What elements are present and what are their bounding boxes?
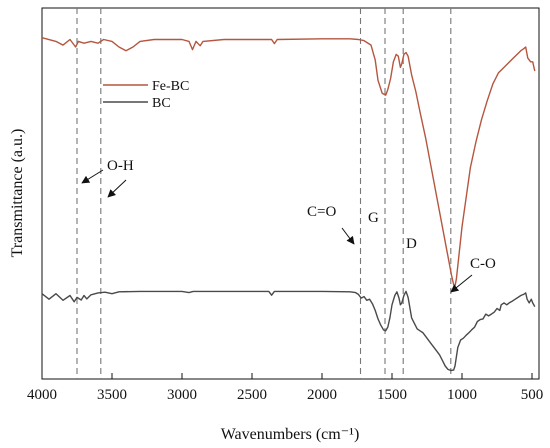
annotations: O-H C=O G D C-O [81,158,496,293]
x-axis-ticks: 4000 3500 3000 2500 2000 1500 1000 500 [27,373,543,403]
annotation-d-band: D [406,236,417,252]
legend: Fe-BC BC [103,79,189,111]
annotation-c-o: C-O [470,256,496,272]
annotation-oh-arrow-left [81,169,104,184]
series-layer [41,37,536,372]
series-line-fe-bc [41,37,536,287]
x-tick-label-2500: 2500 [237,387,267,403]
x-tick-label-4000: 4000 [27,387,57,403]
annotation-g-band: G [368,210,379,226]
x-tick-label-500: 500 [521,387,544,403]
reference-lines [76,8,452,379]
x-tick-label-3500: 3500 [97,387,127,403]
x-tick-label-1500: 1500 [377,387,407,403]
legend-label-bc: BC [152,96,171,111]
annotation-co-double-arrow [341,227,355,245]
x-tick-label-3000: 3000 [167,387,197,403]
series-line-bc [41,290,536,372]
annotation-co-double: C=O [307,204,336,220]
x-tick-label-1000: 1000 [447,387,477,403]
annotation-oh-arrow-right [107,179,127,198]
y-axis-title: Transmittance (a.u.) [9,129,26,258]
legend-label-fe-bc: Fe-BC [152,79,189,94]
x-tick-label-2000: 2000 [307,387,337,403]
annotation-oh: O-H [107,158,134,174]
x-axis-title: Wavenumbers (cm⁻¹) [221,426,360,443]
plot-frame [41,7,540,380]
annotation-c-o-arrow [450,274,473,293]
